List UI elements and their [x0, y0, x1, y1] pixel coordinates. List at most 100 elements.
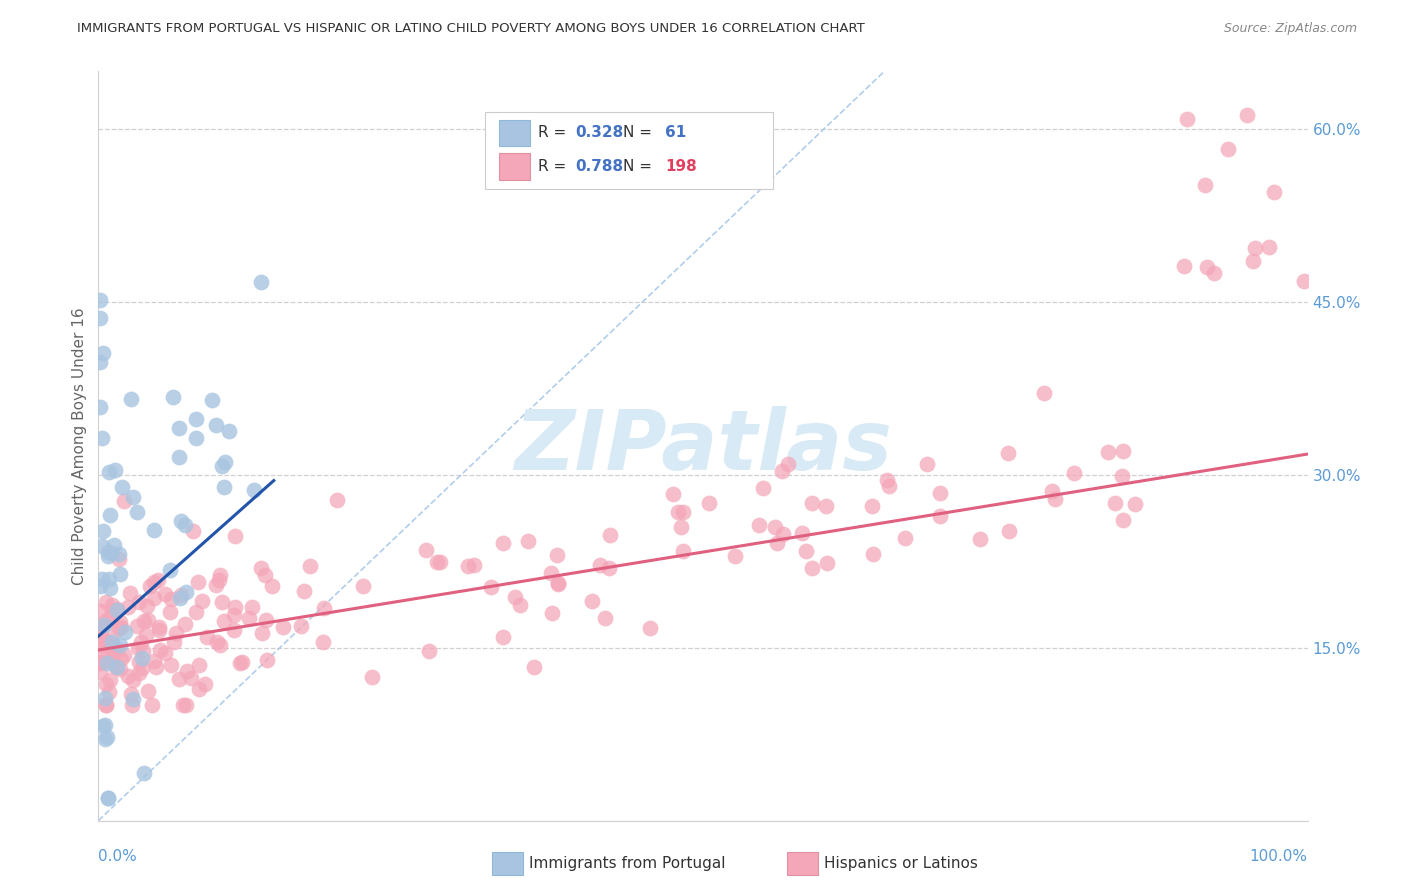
Point: [669, 520, 692, 534]
Point: [118, 586, 141, 600]
Point: [523, 660, 546, 674]
Point: [93, 719, 115, 733]
Point: [1195, 260, 1218, 275]
Text: 0.0%: 0.0%: [98, 849, 138, 864]
Point: [121, 698, 143, 713]
Point: [1042, 484, 1064, 499]
Point: [672, 543, 695, 558]
Point: [104, 659, 127, 673]
Point: [1112, 513, 1135, 527]
Point: [1241, 253, 1264, 268]
Point: [89, 655, 111, 669]
Point: [254, 568, 277, 582]
Point: [89, 355, 111, 369]
Point: [509, 599, 531, 613]
Point: [148, 623, 170, 637]
Point: [174, 585, 197, 599]
Point: [290, 618, 312, 632]
Point: [100, 654, 122, 668]
Point: [101, 626, 124, 640]
Point: [108, 662, 131, 676]
Text: Source: ZipAtlas.com: Source: ZipAtlas.com: [1223, 22, 1357, 36]
Point: [201, 392, 224, 407]
Point: [93, 639, 115, 653]
Point: [540, 566, 562, 580]
Point: [153, 646, 176, 660]
Point: [97, 465, 120, 479]
Point: [135, 628, 157, 642]
Point: [145, 660, 167, 674]
Point: [242, 483, 264, 498]
Point: [89, 625, 111, 640]
Point: [415, 543, 437, 558]
Point: [814, 500, 837, 514]
Point: [169, 591, 191, 606]
Point: [860, 499, 883, 513]
Point: [205, 578, 228, 592]
Point: [1104, 496, 1126, 510]
Point: [112, 493, 135, 508]
Point: [89, 604, 111, 618]
Point: [172, 698, 194, 713]
Point: [766, 536, 789, 550]
Point: [292, 583, 315, 598]
Point: [1097, 445, 1119, 459]
Point: [418, 644, 440, 658]
Point: [117, 668, 139, 682]
Point: [131, 661, 153, 675]
Point: [174, 517, 197, 532]
Point: [211, 595, 233, 609]
Point: [132, 614, 155, 628]
Point: [1218, 142, 1240, 156]
Point: [125, 618, 148, 632]
Point: [174, 698, 197, 713]
Point: [162, 390, 184, 404]
Point: [969, 532, 991, 546]
Point: [463, 558, 485, 572]
Point: [763, 520, 786, 534]
Point: [104, 463, 127, 477]
Point: [170, 588, 193, 602]
Text: Hispanics or Latinos: Hispanics or Latinos: [824, 856, 977, 871]
Point: [90, 651, 112, 665]
Point: [167, 450, 190, 465]
Point: [224, 529, 246, 543]
Point: [352, 579, 374, 593]
Point: [187, 574, 209, 589]
Point: [90, 637, 112, 651]
Point: [103, 656, 125, 670]
Point: [540, 607, 562, 621]
Point: [184, 605, 207, 619]
Point: [91, 346, 114, 360]
Point: [800, 561, 823, 575]
Point: [1236, 108, 1258, 122]
Point: [159, 605, 181, 619]
Point: [90, 431, 112, 445]
Point: [131, 650, 153, 665]
Text: 100.0%: 100.0%: [1250, 849, 1308, 864]
Point: [91, 572, 114, 586]
Point: [790, 525, 813, 540]
Point: [593, 611, 616, 625]
Point: [546, 548, 568, 562]
Point: [169, 420, 191, 434]
Point: [108, 551, 131, 566]
Point: [170, 514, 193, 528]
Point: [97, 549, 120, 563]
Point: [599, 528, 621, 542]
Point: [160, 657, 183, 672]
Point: [271, 620, 294, 634]
Point: [98, 508, 121, 522]
Point: [1043, 492, 1066, 507]
Text: N =: N =: [623, 160, 657, 174]
Point: [184, 431, 207, 445]
Point: [1123, 497, 1146, 511]
Point: [101, 642, 124, 657]
Point: [815, 557, 838, 571]
Point: [149, 643, 172, 657]
Point: [1257, 240, 1279, 254]
Point: [89, 293, 111, 308]
Text: R =: R =: [538, 126, 572, 140]
Point: [218, 425, 240, 439]
Point: [105, 659, 128, 673]
